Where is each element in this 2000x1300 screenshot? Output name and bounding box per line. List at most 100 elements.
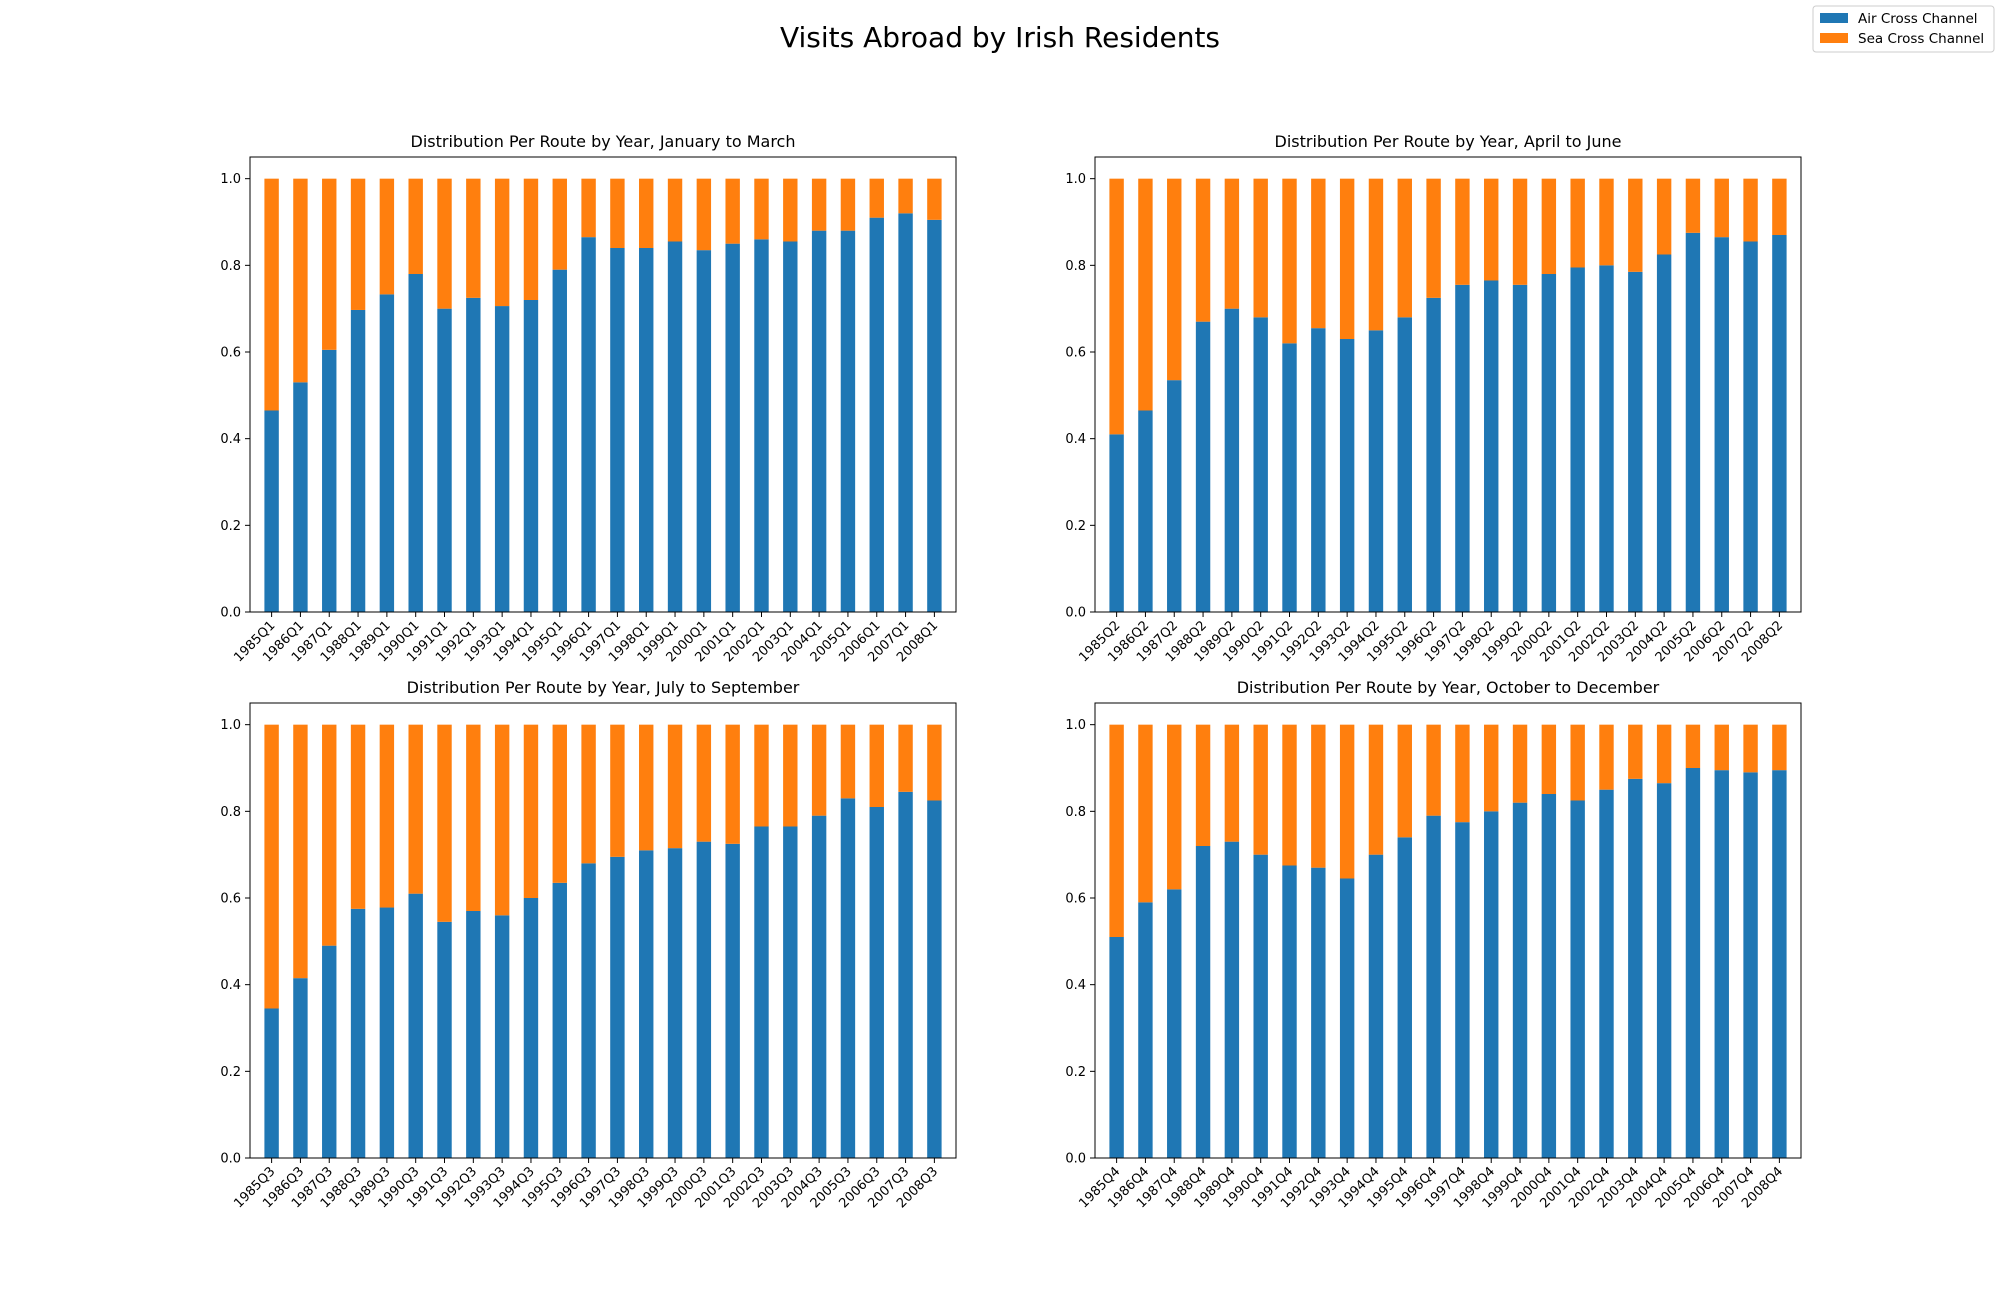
y-tick-label: 0.4 — [1065, 432, 1086, 447]
bar-air-1987Q4 — [1167, 889, 1182, 1158]
bar-sea-2003Q2 — [1628, 178, 1643, 272]
y-tick-label: 0.0 — [220, 606, 241, 621]
bar-air-1988Q4 — [1195, 846, 1211, 1158]
axes-frame — [1094, 156, 1802, 613]
bar-air-2000Q1 — [696, 250, 712, 612]
y-tick-label: 1.0 — [1065, 172, 1086, 187]
y-tick-label: 0.4 — [220, 432, 241, 447]
bar-air-2000Q3 — [696, 841, 712, 1158]
bar-air-1988Q1 — [350, 309, 366, 612]
bar-air-1995Q4 — [1397, 837, 1412, 1158]
bar-air-1993Q2 — [1339, 339, 1355, 612]
bar-sea-2008Q2 — [1772, 178, 1787, 235]
chart-title: Distribution Per Route by Year, January … — [411, 132, 796, 151]
bar-air-1996Q3 — [581, 863, 596, 1158]
axes-frame — [249, 702, 957, 1159]
bar-sea-2006Q2 — [1714, 178, 1729, 238]
bar-air-1995Q3 — [552, 882, 567, 1158]
bar-air-1990Q3 — [408, 893, 423, 1158]
bar-sea-2007Q1 — [898, 178, 913, 214]
bar-sea-1989Q2 — [1224, 178, 1240, 309]
bar-sea-1996Q3 — [581, 724, 596, 864]
bar-sea-2003Q3 — [783, 724, 798, 827]
y-tick-label: 0.2 — [220, 1065, 241, 1080]
bar-sea-1996Q4 — [1426, 724, 1441, 816]
bar-air-2003Q4 — [1628, 778, 1643, 1158]
legend-label-air: Air Cross Channel — [1858, 11, 1978, 27]
bar-sea-1995Q2 — [1397, 178, 1412, 318]
bar-sea-1997Q1 — [610, 178, 625, 248]
bar-air-1987Q2 — [1167, 380, 1182, 612]
bar-air-1992Q1 — [466, 297, 481, 612]
bar-air-1992Q3 — [466, 911, 481, 1158]
y-tick-label: 1.0 — [1065, 718, 1086, 733]
bar-sea-2001Q4 — [1570, 724, 1585, 801]
bar-air-2006Q3 — [869, 807, 884, 1158]
bar-sea-1996Q1 — [581, 178, 596, 238]
bar-sea-1994Q2 — [1368, 178, 1384, 331]
bar-air-1987Q3 — [322, 945, 337, 1158]
bar-air-1997Q3 — [610, 856, 625, 1158]
bar-air-2005Q4 — [1685, 768, 1701, 1158]
bar-sea-1999Q4 — [1512, 724, 1528, 803]
bar-air-2007Q3 — [898, 791, 913, 1158]
bar-sea-2001Q2 — [1570, 178, 1585, 268]
bar-sea-1995Q3 — [552, 724, 567, 883]
bar-sea-1986Q4 — [1138, 724, 1153, 903]
bar-sea-2001Q1 — [725, 178, 740, 244]
bar-sea-1990Q3 — [408, 724, 423, 894]
bar-sea-1993Q3 — [494, 724, 510, 916]
bar-air-1999Q2 — [1512, 284, 1528, 612]
y-tick-label: 0.0 — [220, 1152, 241, 1167]
bar-air-2007Q4 — [1743, 772, 1758, 1158]
y-tick-label: 0.8 — [1065, 259, 1086, 274]
bar-air-1994Q2 — [1368, 330, 1384, 612]
bar-air-1985Q4 — [1109, 937, 1124, 1158]
bar-air-2006Q4 — [1714, 770, 1729, 1158]
bar-air-1994Q1 — [523, 300, 539, 612]
bar-air-1985Q1 — [264, 410, 279, 612]
bar-air-2000Q4 — [1541, 794, 1557, 1158]
bar-air-1993Q4 — [1339, 878, 1355, 1158]
bar-air-1994Q3 — [523, 898, 539, 1158]
bar-air-1989Q1 — [379, 294, 395, 612]
bar-air-1990Q2 — [1253, 317, 1268, 612]
bar-air-2004Q3 — [811, 815, 827, 1158]
bar-air-2001Q1 — [725, 243, 740, 612]
bar-air-2001Q4 — [1570, 800, 1585, 1158]
bar-air-1997Q2 — [1455, 284, 1470, 612]
bar-sea-1989Q1 — [379, 178, 395, 295]
bar-sea-2004Q2 — [1656, 178, 1672, 255]
y-tick-label: 0.6 — [1065, 346, 1086, 361]
y-tick-label: 0.6 — [1065, 892, 1086, 907]
y-tick-label: 0.6 — [220, 346, 241, 361]
bar-sea-1998Q4 — [1484, 724, 1499, 812]
bar-air-1993Q3 — [494, 915, 510, 1158]
bar-sea-1988Q4 — [1195, 724, 1211, 846]
bar-sea-1992Q2 — [1311, 178, 1326, 329]
bar-sea-2005Q1 — [840, 178, 856, 231]
bar-sea-1998Q1 — [639, 178, 654, 248]
bar-sea-2001Q3 — [725, 724, 740, 844]
bar-sea-1991Q2 — [1282, 178, 1297, 344]
bar-air-2002Q3 — [754, 826, 769, 1158]
bar-sea-1990Q4 — [1253, 724, 1268, 855]
bar-air-1998Q3 — [639, 850, 654, 1158]
bar-sea-2008Q4 — [1772, 724, 1787, 771]
bar-sea-2000Q1 — [696, 178, 712, 251]
bar-air-1995Q1 — [552, 269, 567, 612]
bar-air-1986Q4 — [1138, 902, 1153, 1158]
legend-frame — [1812, 5, 1995, 53]
bar-sea-1991Q1 — [437, 178, 452, 309]
bar-air-1989Q4 — [1224, 841, 1240, 1158]
bar-sea-1993Q2 — [1339, 178, 1355, 339]
y-tick-label: 0.2 — [1065, 1065, 1086, 1080]
legend: Air Cross Channel Sea Cross Channel — [1812, 5, 1995, 53]
bar-air-1985Q3 — [264, 1008, 279, 1158]
bar-sea-1997Q3 — [610, 724, 625, 857]
bar-sea-1988Q3 — [350, 724, 366, 909]
bar-air-2006Q2 — [1714, 237, 1729, 612]
bar-air-1999Q4 — [1512, 802, 1528, 1158]
bar-air-1996Q2 — [1426, 297, 1441, 612]
chart-panel-2: Distribution Per Route by Year, April to… — [1065, 132, 1802, 665]
